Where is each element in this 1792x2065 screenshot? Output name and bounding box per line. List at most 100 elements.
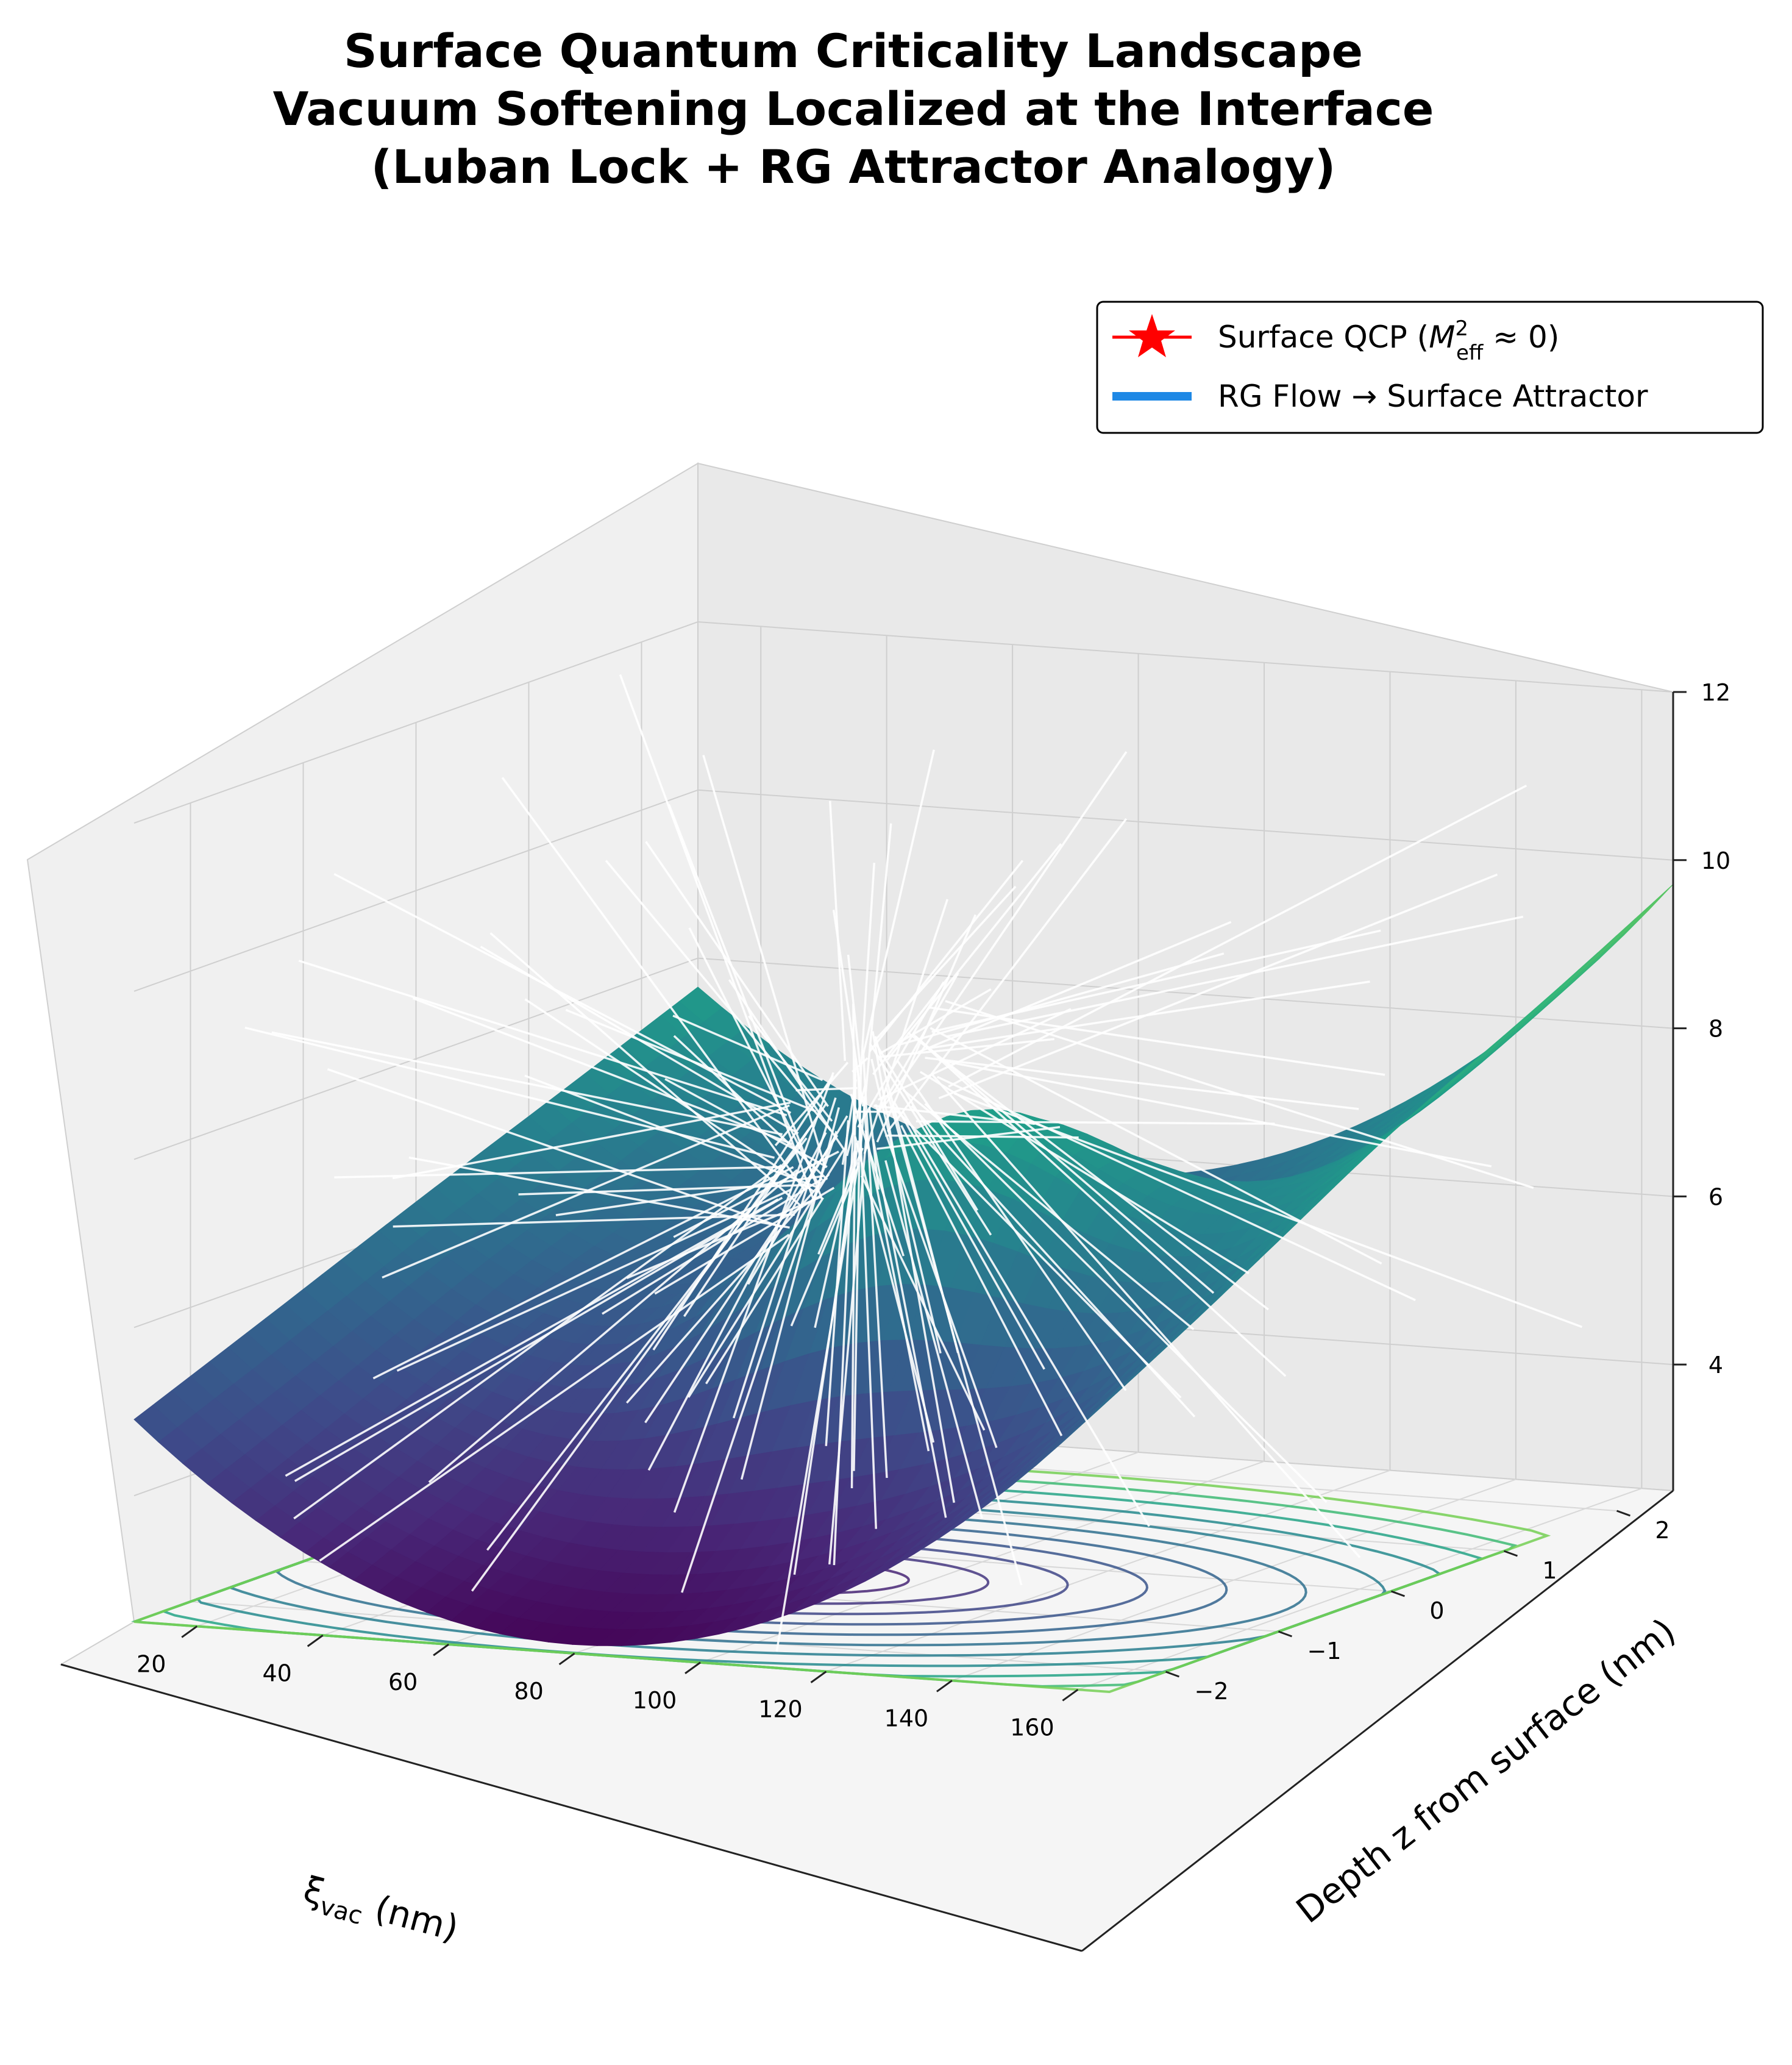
legend-label-rg-flow: RG Flow → Surface Attractor [1218, 379, 1648, 414]
flow-line [524, 998, 815, 1193]
x-tick-label: 100 [633, 1687, 677, 1714]
x-tick-labels: 20 40 60 80 100 120 140 160 [137, 1625, 1079, 1741]
y-tick [1503, 1550, 1518, 1557]
flow-line [886, 818, 1128, 1133]
flow-line [860, 1175, 986, 1431]
x-tick-label: 20 [137, 1650, 166, 1677]
flow-line [953, 1092, 1583, 1329]
flow-line [892, 1105, 1182, 1399]
flow-line [859, 863, 876, 1075]
flow-line [471, 1124, 813, 1592]
flow-line [936, 1075, 1416, 1302]
y-axis-line [1081, 1489, 1674, 1952]
x-tick-label: 80 [514, 1678, 543, 1705]
flow-line [916, 1120, 1275, 1125]
y-tick [1278, 1630, 1293, 1638]
legend-box [1096, 301, 1764, 434]
flow-line [681, 1130, 837, 1593]
flow-line [294, 1196, 783, 1482]
flow-line [733, 1097, 837, 1419]
flow-line [914, 1036, 1287, 1377]
flow-line [862, 1050, 888, 1478]
flow-line [832, 910, 864, 1107]
flow-line [885, 1087, 1023, 1586]
flow-line [652, 1074, 834, 1351]
flow-line [602, 1177, 823, 1315]
y-tick-labels: −2 −1 0 1 2 [1165, 1510, 1670, 1705]
flow-line [870, 1058, 942, 1353]
flow-line [938, 873, 1498, 1100]
y-tick-label: −1 [1307, 1638, 1341, 1664]
flow-line [396, 1188, 792, 1372]
flow-line [862, 749, 935, 1055]
x-axis-line [60, 1663, 1083, 1952]
axis-edges [60, 692, 1674, 1952]
flow-line [319, 1233, 790, 1562]
flow-line [327, 1068, 783, 1229]
flow-line [271, 1031, 783, 1136]
flow-line [901, 1111, 1150, 1527]
flow-line [664, 1078, 828, 1168]
x-tick [936, 1680, 953, 1692]
flow-line [897, 952, 1225, 1046]
x-tick [433, 1643, 450, 1657]
flow-line [924, 1102, 1328, 1503]
flow-line [885, 1134, 1079, 1139]
flow-line [372, 1166, 794, 1380]
flow-line [879, 988, 992, 1055]
flow-line [814, 1143, 858, 1329]
z-tick-labels: 4 6 8 10 12 [1673, 679, 1730, 1378]
grid-line [133, 957, 1674, 1160]
flow-line [428, 1169, 798, 1483]
title-line-3: (Luban Lock + RG Attractor Analogy) [371, 140, 1336, 194]
title-line-1: Surface Quantum Criticality Landscape [344, 24, 1363, 78]
flow-line [555, 1175, 823, 1216]
y-tick-label: 2 [1655, 1517, 1669, 1544]
flow-line [892, 1100, 1045, 1370]
flow-line [775, 1162, 859, 1652]
x-tick [558, 1652, 575, 1666]
flow-line [747, 1115, 848, 1285]
flow-line [930, 1073, 1361, 1558]
x-tick [1062, 1689, 1079, 1702]
flow-line [501, 777, 806, 1191]
y-tick [1390, 1590, 1406, 1597]
flow-line [948, 784, 1527, 1088]
flow-line [925, 1057, 1359, 1110]
flow-line [839, 1150, 857, 1264]
x-tick [307, 1635, 324, 1647]
legend-label-qcp: Surface QCP (M2 eff ≈ 0) [1218, 316, 1559, 365]
flow-line [688, 927, 819, 1185]
x-tick-label: 160 [1010, 1714, 1054, 1741]
flow-line [946, 915, 1524, 1038]
flow-line [833, 1074, 857, 1566]
flow-line [654, 1186, 835, 1295]
flow-line [928, 1006, 1385, 1076]
flow-line [911, 1033, 1215, 1294]
flow-line [850, 1093, 905, 1257]
flow-line [847, 954, 862, 1074]
x-tick-label: 140 [884, 1705, 929, 1732]
flow-line [856, 1068, 877, 1529]
title-line-2: Vacuum Softening Localized at the Interf… [273, 82, 1434, 136]
rg-flow-lines [244, 674, 1583, 1652]
flow-line [285, 1198, 779, 1477]
flow-line [298, 960, 788, 1116]
flow-line [869, 860, 1024, 1052]
flow-line [480, 946, 799, 1135]
flow-line [886, 843, 1062, 1061]
x-tick-label: 40 [262, 1660, 291, 1686]
flow-line [647, 1132, 827, 1471]
y-tick [1616, 1510, 1631, 1517]
flow-line [919, 1071, 1250, 1274]
x-tick [684, 1661, 701, 1674]
legend-star-icon [1129, 314, 1175, 357]
flow-line [884, 1160, 983, 1519]
legend-entry-rg-flow: RG Flow → Surface Attractor [1112, 379, 1648, 414]
x-axis-label: ξvac (nm) [297, 1868, 463, 1955]
flow-line [859, 823, 892, 1153]
flow-line [907, 1032, 1269, 1311]
flow-line [673, 1035, 828, 1180]
flow-line [883, 751, 1128, 1107]
